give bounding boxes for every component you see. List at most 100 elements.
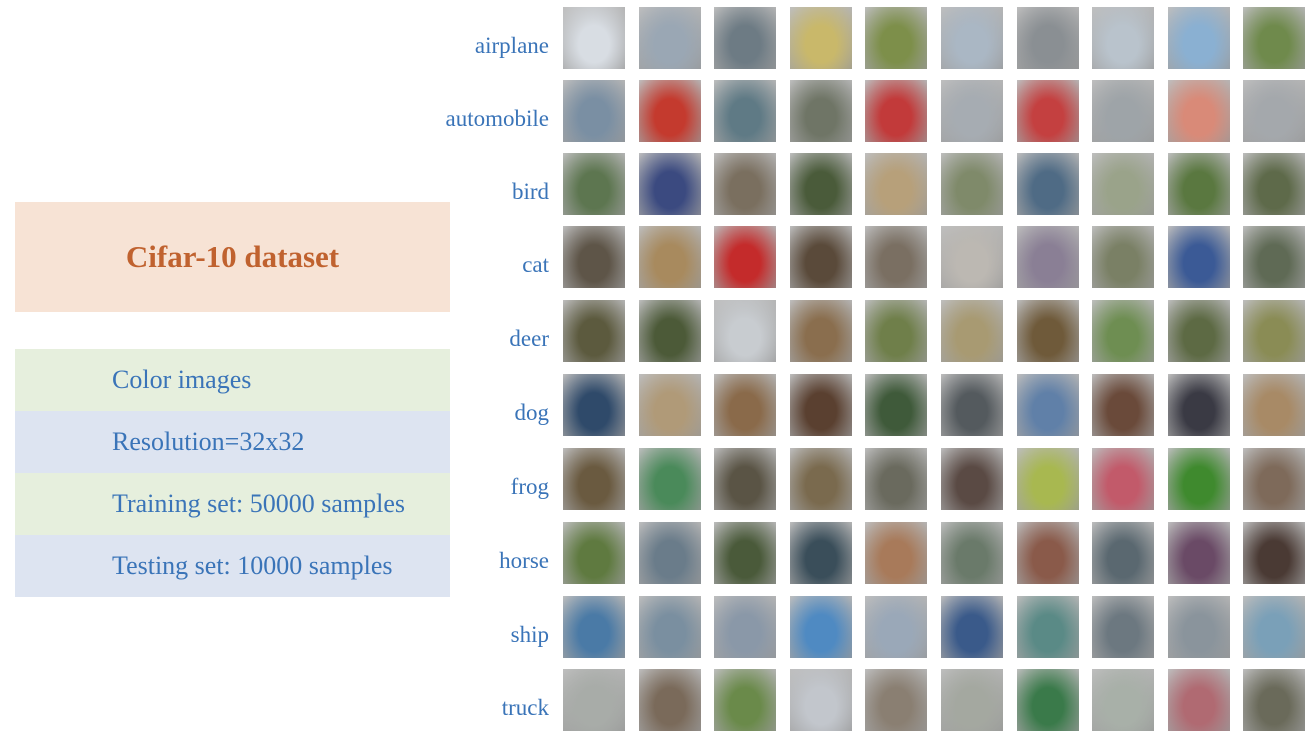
thumb-automobile-1 <box>563 80 625 142</box>
class-label-truck: truck <box>501 695 549 720</box>
thumb-ship-7 <box>1017 596 1079 658</box>
thumb-truck-6 <box>941 669 1003 731</box>
info-row-testing: Testing set: 10000 samples <box>15 535 450 597</box>
thumb-deer-9 <box>1168 300 1230 362</box>
thumb-truck-5 <box>865 669 927 731</box>
thumb-airplane-6 <box>941 7 1003 69</box>
info-resolution: Resolution=32x32 <box>112 427 305 456</box>
thumb-bird-3 <box>714 153 776 215</box>
thumb-bird-7 <box>1017 153 1079 215</box>
thumb-dog-6 <box>941 374 1003 436</box>
thumb-frog-9 <box>1168 448 1230 510</box>
thumb-bird-5 <box>865 153 927 215</box>
info-row-training: Training set: 50000 samples <box>15 473 450 535</box>
thumb-cat-5 <box>865 226 927 288</box>
thumb-truck-10 <box>1243 669 1305 731</box>
thumb-dog-9 <box>1168 374 1230 436</box>
thumb-frog-4 <box>790 448 852 510</box>
thumb-deer-3 <box>714 300 776 362</box>
thumb-automobile-5 <box>865 80 927 142</box>
thumb-ship-1 <box>563 596 625 658</box>
class-label-dog: dog <box>514 400 550 425</box>
class-label-ship: ship <box>510 622 549 647</box>
thumb-ship-2 <box>639 596 701 658</box>
thumb-bird-9 <box>1168 153 1230 215</box>
thumb-cat-1 <box>563 226 625 288</box>
title: Cifar-10 dataset <box>125 239 340 274</box>
thumb-airplane-1 <box>563 7 625 69</box>
class-label-deer: deer <box>509 326 549 351</box>
thumb-airplane-10 <box>1243 7 1305 69</box>
info-row-resolution: Resolution=32x32 <box>15 411 450 473</box>
thumb-ship-8 <box>1092 596 1154 658</box>
thumb-truck-1 <box>563 669 625 731</box>
thumb-bird-4 <box>790 153 852 215</box>
thumb-cat-9 <box>1168 226 1230 288</box>
thumb-frog-10 <box>1243 448 1305 510</box>
thumb-dog-7 <box>1017 374 1079 436</box>
thumb-horse-7 <box>1017 522 1079 584</box>
thumb-frog-5 <box>865 448 927 510</box>
class-label-frog: frog <box>510 474 549 499</box>
thumb-dog-8 <box>1092 374 1154 436</box>
thumb-airplane-5 <box>865 7 927 69</box>
thumb-automobile-3 <box>714 80 776 142</box>
thumb-ship-4 <box>790 596 852 658</box>
thumb-horse-6 <box>941 522 1003 584</box>
thumb-bird-2 <box>639 153 701 215</box>
thumb-bird-6 <box>941 153 1003 215</box>
thumb-truck-4 <box>790 669 852 731</box>
class-label-horse: horse <box>499 548 549 573</box>
thumb-dog-2 <box>639 374 701 436</box>
thumb-truck-7 <box>1017 669 1079 731</box>
thumb-cat-4 <box>790 226 852 288</box>
thumb-airplane-9 <box>1168 7 1230 69</box>
thumb-ship-6 <box>941 596 1003 658</box>
thumb-frog-1 <box>563 448 625 510</box>
info-row-color: Color images <box>15 349 450 411</box>
title-box: Cifar-10 dataset <box>15 202 450 312</box>
thumb-dog-3 <box>714 374 776 436</box>
thumb-horse-9 <box>1168 522 1230 584</box>
info-color-images: Color images <box>112 365 252 394</box>
thumb-dog-4 <box>790 374 852 436</box>
thumb-frog-2 <box>639 448 701 510</box>
class-label-bird: bird <box>511 179 549 204</box>
class-label-cat: cat <box>522 252 549 277</box>
class-label-airplane: airplane <box>474 33 549 58</box>
thumb-horse-4 <box>790 522 852 584</box>
thumb-dog-5 <box>865 374 927 436</box>
thumb-ship-9 <box>1168 596 1230 658</box>
thumb-dog-10 <box>1243 374 1305 436</box>
thumb-truck-2 <box>639 669 701 731</box>
thumb-automobile-2 <box>639 80 701 142</box>
thumb-truck-9 <box>1168 669 1230 731</box>
thumb-deer-6 <box>941 300 1003 362</box>
thumb-deer-8 <box>1092 300 1154 362</box>
thumb-airplane-3 <box>714 7 776 69</box>
thumb-airplane-4 <box>790 7 852 69</box>
info-training-set: Training set: 50000 samples <box>112 489 405 518</box>
thumb-deer-10 <box>1243 300 1305 362</box>
thumb-cat-2 <box>639 226 701 288</box>
thumb-cat-7 <box>1017 226 1079 288</box>
thumb-deer-4 <box>790 300 852 362</box>
thumb-airplane-8 <box>1092 7 1154 69</box>
thumb-horse-5 <box>865 522 927 584</box>
thumb-deer-5 <box>865 300 927 362</box>
thumb-horse-3 <box>714 522 776 584</box>
thumb-automobile-9 <box>1168 80 1230 142</box>
thumb-frog-7 <box>1017 448 1079 510</box>
thumb-bird-8 <box>1092 153 1154 215</box>
thumb-ship-10 <box>1243 596 1305 658</box>
thumb-automobile-10 <box>1243 80 1305 142</box>
thumb-deer-1 <box>563 300 625 362</box>
thumb-automobile-6 <box>941 80 1003 142</box>
thumb-airplane-2 <box>639 7 701 69</box>
class-label-automobile: automobile <box>445 106 549 131</box>
thumb-dog-1 <box>563 374 625 436</box>
thumb-bird-1 <box>563 153 625 215</box>
thumb-bird-10 <box>1243 153 1305 215</box>
thumb-horse-10 <box>1243 522 1305 584</box>
thumb-cat-6 <box>941 226 1003 288</box>
